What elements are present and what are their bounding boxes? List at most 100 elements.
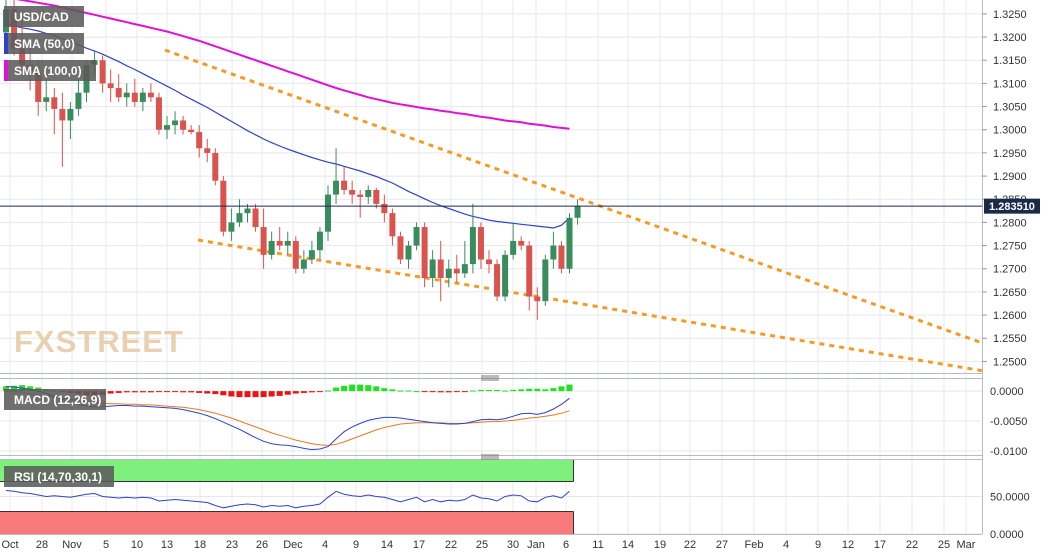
candle <box>252 203 259 232</box>
candle-body <box>35 71 42 102</box>
legend-sma100-text: SMA (100,0) <box>14 64 82 78</box>
macd-histogram-bar <box>27 386 34 392</box>
candle-body <box>542 259 549 302</box>
candle-body <box>381 203 388 214</box>
candle-body <box>164 125 170 130</box>
candle <box>486 250 492 274</box>
candle <box>67 101 74 140</box>
macd-histogram-bar <box>405 390 412 392</box>
x-tick-label: 18 <box>194 539 206 551</box>
x-tick-label: 17 <box>874 539 886 551</box>
x-tick-label: 30 <box>507 539 519 551</box>
macd-histogram-bar <box>244 391 251 398</box>
macd-y-tick-label: -0.0100 <box>990 446 1027 458</box>
candle-body <box>413 227 420 246</box>
candle <box>469 203 476 274</box>
candle <box>349 180 356 204</box>
axes: Oct 28 Nov 5 10 13 18 23 26 Dec 4 9 14 17 22 25 30 Jan 6 11… <box>1 9 1029 551</box>
y-tick-label: 1.3000 <box>993 125 1027 137</box>
candle <box>461 240 468 279</box>
macd-histogram-bar <box>236 391 243 398</box>
x-tick-label: 14 <box>381 539 393 551</box>
price-panel-bg <box>0 0 982 373</box>
candle-body <box>276 240 283 246</box>
candle-body <box>300 259 307 269</box>
x-tick-label: 27 <box>716 539 728 551</box>
macd-histogram-bar <box>164 391 170 393</box>
macd-histogram-bar <box>453 391 460 393</box>
y-tick-label: 1.2650 <box>993 287 1027 299</box>
current-price-label: 1.283510 <box>984 198 1040 214</box>
candle-body <box>236 213 243 223</box>
candle-body <box>59 108 66 121</box>
candle <box>477 222 484 269</box>
candle-body <box>196 132 203 149</box>
candle <box>365 185 372 204</box>
macd-histogram-bar <box>365 385 372 392</box>
x-tick-label: 13 <box>161 539 173 551</box>
macd-histogram-bar <box>461 391 468 393</box>
legend-sma100[interactable]: SMA (100,0) <box>4 60 96 81</box>
x-tick-label: 22 <box>445 539 457 551</box>
candle <box>260 208 267 269</box>
candle-body <box>373 189 380 204</box>
x-tick-label: 28 <box>36 539 48 551</box>
candle-body <box>147 92 154 98</box>
macd-histogram-bar <box>389 389 396 392</box>
candle <box>429 250 436 288</box>
y-tick-label: 1.2700 <box>993 264 1027 276</box>
candle <box>276 227 283 251</box>
rsi-line <box>5 490 570 509</box>
y-tick-label: 1.3050 <box>993 102 1027 114</box>
candle <box>453 254 460 283</box>
legend-symbol[interactable]: USD/CAD <box>4 6 84 27</box>
legend-sma50[interactable]: SMA (50,0) <box>4 33 84 54</box>
macd-histogram-bar <box>437 391 444 393</box>
macd-histogram-bar <box>550 388 557 392</box>
macd-histogram-bar <box>397 390 404 392</box>
candle-body <box>518 240 525 246</box>
candle <box>526 240 533 311</box>
candle-body <box>11 9 18 49</box>
candle <box>172 111 179 135</box>
x-tick-label: Oct <box>1 539 18 551</box>
legend-macd-text: MACD (12,26,9) <box>14 393 101 407</box>
candle <box>558 240 565 274</box>
candle-body <box>325 194 331 232</box>
macd-histogram-bar <box>502 390 509 392</box>
rsi-overbought-band <box>0 459 574 482</box>
legend-rsi[interactable]: RSI (14,70,30,1) <box>4 466 114 487</box>
macd-resize-handle[interactable] <box>481 375 499 381</box>
macd-histogram-bar <box>381 388 388 392</box>
candle-body <box>139 92 146 102</box>
x-tick-label: 11 <box>592 539 603 551</box>
candle <box>212 148 219 186</box>
x-tick-label: 17 <box>413 539 425 551</box>
rsi-resize-handle[interactable] <box>481 454 499 460</box>
trendlines <box>164 48 983 373</box>
candle-body <box>445 268 452 279</box>
macd-histogram-bar <box>252 391 259 398</box>
candle <box>51 88 58 135</box>
candle <box>397 231 404 265</box>
legend-sma50-text: SMA (50,0) <box>14 37 75 51</box>
legend-macd[interactable]: MACD (12,26,9) <box>4 389 106 410</box>
x-tick-label: 23 <box>226 539 238 551</box>
macd-histogram-bar <box>477 389 484 392</box>
sma50-color-swatch <box>4 33 8 54</box>
candle-body <box>389 213 396 237</box>
macd-histogram-bar <box>115 391 122 393</box>
x-tick-label: Jan <box>527 539 545 551</box>
candle <box>381 194 388 223</box>
macd-histogram-bar <box>204 391 211 394</box>
candle-body <box>107 83 114 89</box>
candle <box>389 208 396 246</box>
macd-histogram-bar <box>341 385 348 392</box>
macd-histogram-bar <box>373 386 380 392</box>
candle-body <box>99 60 106 84</box>
candle-body <box>477 227 484 260</box>
candle-body <box>75 92 82 109</box>
candle-body <box>486 259 492 265</box>
legend-rsi-text: RSI (14,70,30,1) <box>14 470 102 484</box>
